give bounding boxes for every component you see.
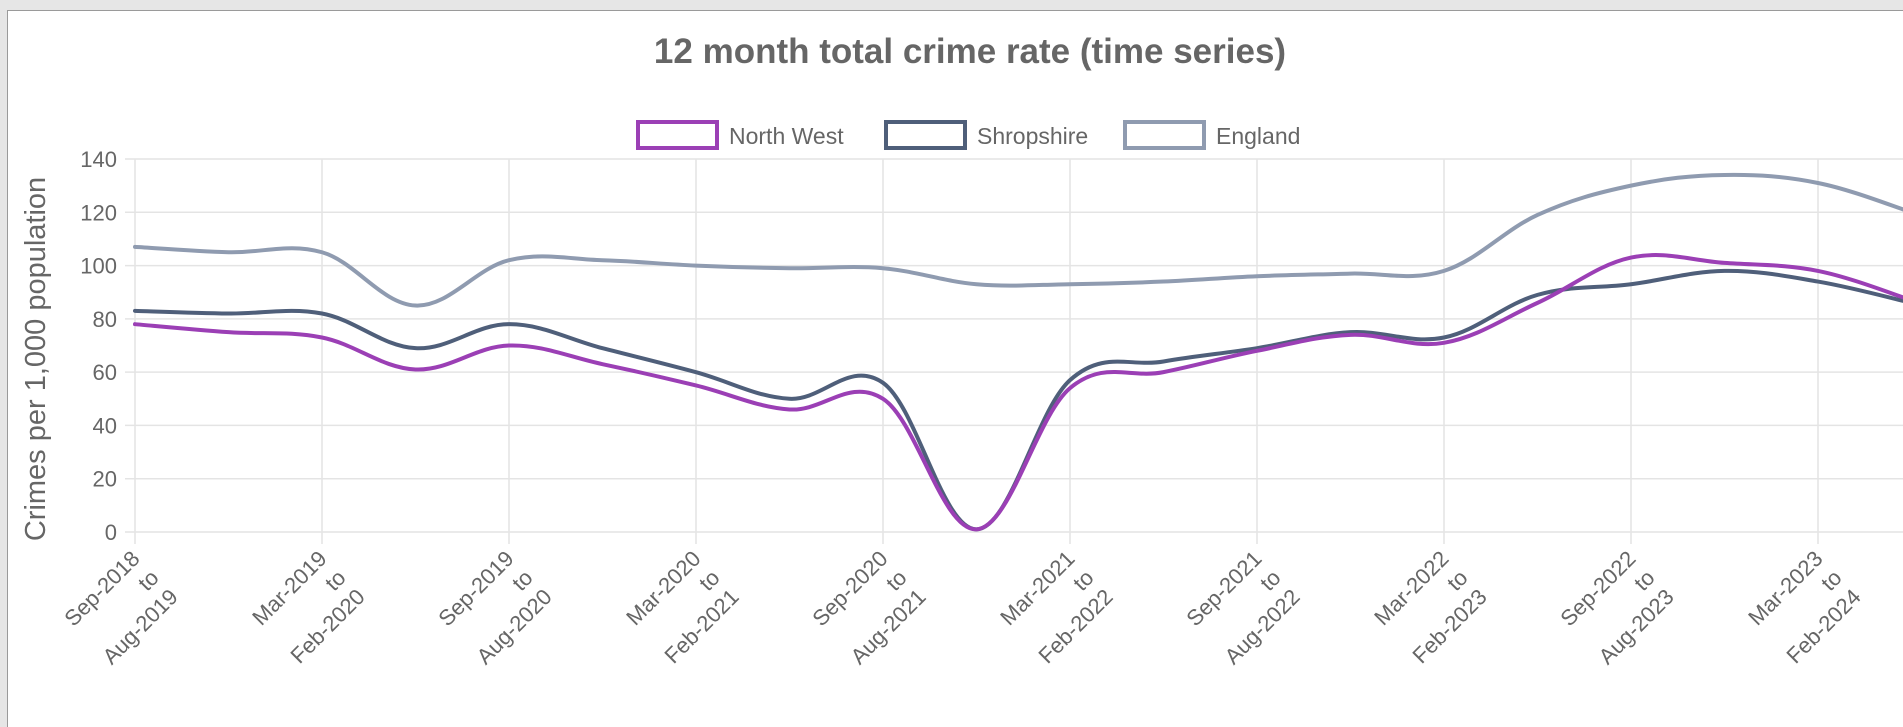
y-tick-label: 140 <box>80 147 117 172</box>
legend-label: North West <box>729 123 844 149</box>
grid <box>125 158 1903 544</box>
x-tick-label: Mar-2022toFeb-2023 <box>1369 546 1491 668</box>
y-tick-label: 40 <box>93 413 117 438</box>
x-tick-label: Mar-2019toFeb-2020 <box>247 546 369 668</box>
legend: North West Shropshire England <box>636 120 1300 150</box>
y-tick-label: 60 <box>93 360 117 385</box>
x-tick-label: Mar-2021toFeb-2022 <box>995 546 1117 668</box>
x-tick-label: Sep-2021toAug-2022 <box>1181 546 1304 669</box>
x-tick-label: Mar-2023toFeb-2024 <box>1743 546 1865 668</box>
x-tick-label-text: Mar-2022toFeb-2023 <box>1369 546 1491 668</box>
chart-frame: 12 month total crime rate (time series) … <box>7 10 1903 727</box>
series-lines <box>133 172 1903 532</box>
x-tick-label-text: Sep-2021toAug-2022 <box>1181 546 1304 669</box>
x-tick-label: Sep-2018toAug-2019 <box>59 546 182 669</box>
x-tick-label: Sep-2019toAug-2020 <box>433 546 556 669</box>
x-tick-label-text: Sep-2019toAug-2020 <box>433 546 556 669</box>
legend-swatch <box>884 120 967 150</box>
series-line-north-west <box>133 253 1903 532</box>
x-tick-label-text: Sep-2020toAug-2021 <box>807 546 930 669</box>
series-line-england <box>133 172 1903 308</box>
y-tick-label: 20 <box>93 467 117 492</box>
y-tick-label: 120 <box>80 200 117 225</box>
legend-swatch <box>1123 120 1206 150</box>
y-tick-label: 0 <box>105 520 117 545</box>
y-axis-label: Crimes per 1,000 population <box>20 177 52 541</box>
chart-title: 12 month total crime rate (time series) <box>654 32 1286 71</box>
series-line-shropshire <box>133 268 1903 532</box>
y-tick-label: 80 <box>93 307 117 332</box>
x-tick-label: Sep-2020toAug-2021 <box>807 546 930 669</box>
x-tick-label-text: Mar-2023toFeb-2024 <box>1743 546 1865 668</box>
legend-label: Shropshire <box>977 123 1088 149</box>
line-chart: 12 month total crime rate (time series) … <box>20 32 1903 669</box>
x-tick-label-text: Mar-2020toFeb-2021 <box>621 546 743 668</box>
x-tick-label-text: Sep-2022toAug-2023 <box>1555 546 1678 669</box>
legend-swatch <box>636 120 719 150</box>
x-tick-label-text: Mar-2019toFeb-2020 <box>247 546 369 668</box>
x-axis-ticks: Sep-2018toAug-2019 Mar-2019toFeb-2020 Sep-… <box>59 546 1865 669</box>
x-tick-label: Sep-2022toAug-2023 <box>1555 546 1678 669</box>
x-tick-label-text: Mar-2021toFeb-2022 <box>995 546 1117 668</box>
x-tick-label: Mar-2020toFeb-2021 <box>621 546 743 668</box>
x-tick-label-text: Sep-2018toAug-2019 <box>59 546 182 669</box>
y-axis-ticks: 0 20 40 60 80 100 120 140 <box>80 147 117 545</box>
legend-label: England <box>1216 123 1300 149</box>
y-tick-label: 100 <box>80 254 117 279</box>
